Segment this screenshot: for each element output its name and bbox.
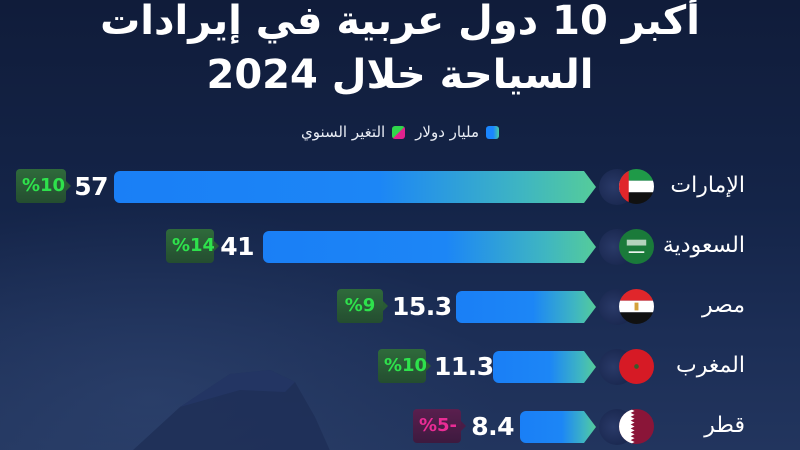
legend: مليار دولار التغير السنوي [0,123,800,141]
value-label: 57 [74,172,108,201]
change-badge: %9 [337,289,388,323]
country-label: الإمارات [670,173,745,198]
value-bar [520,411,596,443]
legend-item-change: التغير السنوي [300,123,406,141]
value-bar [114,171,596,203]
country-label: مصر [701,293,745,318]
chart-row-morocco: %10 11.3 المغرب [0,337,800,397]
chart-row-saudi: %14 41 السعودية [0,217,800,277]
country-label: قطر [704,413,745,438]
egypt-flag-icon [619,289,654,324]
value-label: 11.3 [434,352,494,381]
legend-value-label: مليار دولار [415,123,480,141]
change-badge: %10 [378,349,431,383]
chart-title-line-2: السياحة خلال 2024 [206,52,594,98]
value-swatch-icon [486,125,500,139]
change-badge: %10 [16,169,71,203]
value-label: 8.4 [471,412,514,441]
legend-item-value: مليار دولار [415,123,500,141]
country-label: السعودية [662,233,745,258]
value-bar [493,351,596,383]
country-label: المغرب [676,353,745,378]
chart-row-egypt: %9 15.3 مصر [0,277,800,337]
value-bar [263,231,596,263]
chart-title-line-1: أكبر 10 دول عربية في إيرادات [100,0,700,44]
qatar-flag-icon [619,409,654,444]
chart-title: أكبر 10 دول عربية في إيرادات السياحة خلا… [0,0,800,102]
change-badge: %5- [413,409,466,443]
morocco-flag-icon [619,349,654,384]
uae-flag-icon [619,169,654,204]
value-bar [456,291,596,323]
change-badge: %14 [166,229,219,263]
legend-change-label: التغير السنوي [300,123,386,141]
value-label: 41 [220,232,254,261]
saudi-flag-icon [619,229,654,264]
chart-row-qatar: %5- 8.4 قطر [0,397,800,450]
change-swatch-icon [392,125,406,139]
chart-row-uae: %10 57 الإمارات [0,157,800,217]
value-label: 15.3 [392,292,452,321]
